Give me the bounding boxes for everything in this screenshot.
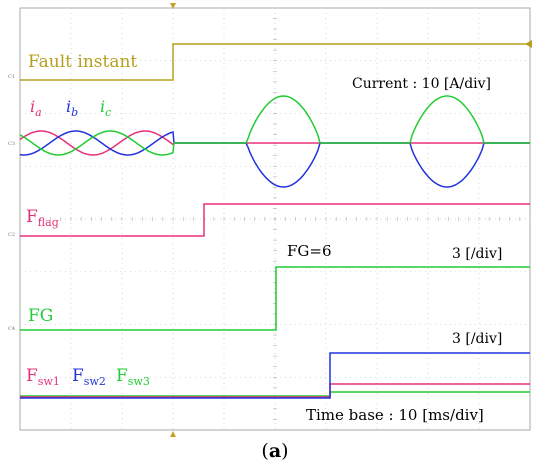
ch3-marker: C3 xyxy=(8,141,15,147)
trigger-position-top-marker xyxy=(170,3,176,9)
trigger-position-bottom-marker xyxy=(170,431,176,437)
current-scale-label: Current : 10 [A/div] xyxy=(352,76,491,92)
fault-instant-label: Fault instant xyxy=(28,52,137,72)
fg-value-label: FG=6 xyxy=(287,242,332,260)
ch4-marker: C4 xyxy=(8,326,15,332)
fsw3-label: Fsw3 xyxy=(116,366,150,388)
ic-label: ic xyxy=(100,97,111,119)
fg-label: FG xyxy=(28,306,53,326)
time-base-label: Time base : 10 [ms/div] xyxy=(306,406,484,424)
fg-trace xyxy=(20,266,530,331)
fflag-label: Fflag xyxy=(26,207,59,229)
fflag-trace xyxy=(20,203,530,237)
ch1-level-marker xyxy=(525,40,532,48)
ch2-marker: C2 xyxy=(8,232,15,238)
figure-caption: (a) xyxy=(261,440,289,462)
ic-trace xyxy=(19,95,530,156)
ch1-marker: C1 xyxy=(8,74,15,80)
ib-label: ib xyxy=(66,97,78,119)
fsw1-label: Fsw1 xyxy=(26,366,60,388)
fg-scale-label: 3 [/div] xyxy=(452,246,502,262)
oscilloscope-screen: C1 C3 C2 C4 Fault instant Current : 10 [… xyxy=(8,3,532,437)
fsw2-trace xyxy=(20,352,530,399)
fsw2-label: Fsw2 xyxy=(72,366,106,388)
ia-label: ia xyxy=(30,97,42,119)
caption-letter: a xyxy=(268,440,282,462)
grid xyxy=(19,7,531,430)
fault-instant-trace xyxy=(20,43,530,81)
fsw-scale-label: 3 [/div] xyxy=(452,331,502,347)
